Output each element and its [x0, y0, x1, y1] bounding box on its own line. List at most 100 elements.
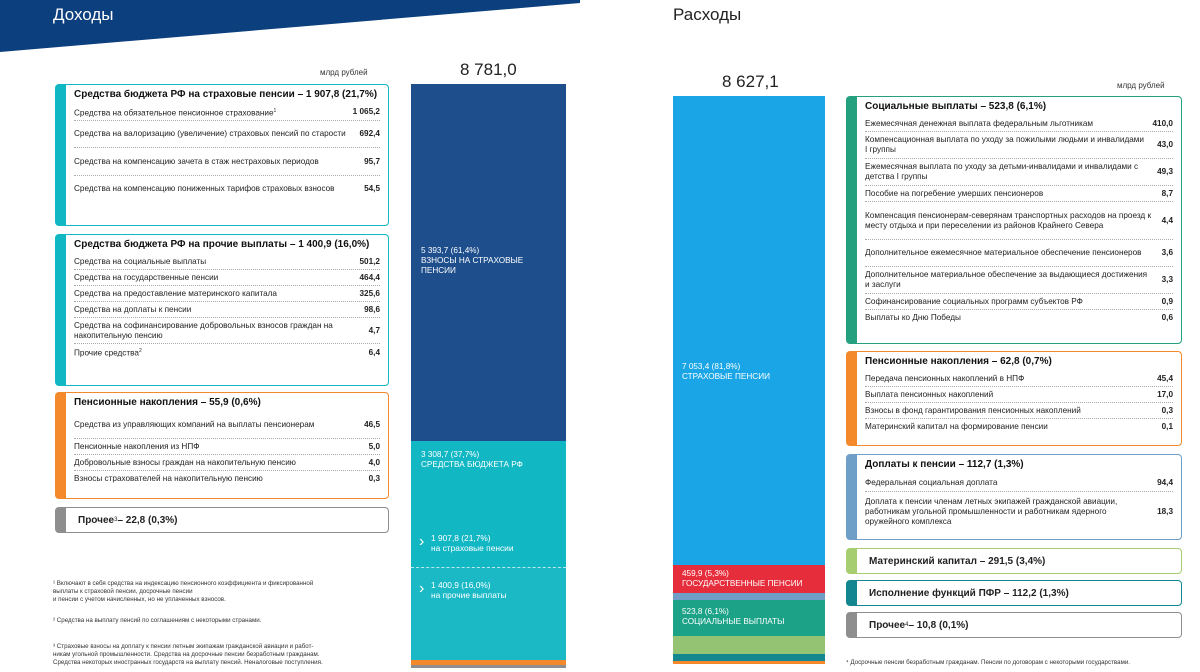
row-value: 8,7: [1161, 188, 1173, 198]
list-item: Федеральная социальная доплата 94,4: [865, 474, 1173, 492]
list-item: Материнский капитал на формирование пенс…: [865, 419, 1173, 435]
row-value: 4,7: [368, 325, 380, 335]
expenses-unit: млрд рублей: [1117, 81, 1165, 90]
segment-value: 523,8 (6,1%): [682, 607, 729, 616]
footnote-mark: 2: [138, 348, 142, 355]
row-value: 94,4: [1157, 477, 1173, 487]
row-label: Федеральная социальная доплата: [865, 477, 998, 487]
income-footnote-2: ² Средства на выплату пенсий по соглашен…: [53, 617, 261, 625]
segment-value: 459,9 (5,3%): [682, 569, 729, 578]
income-card-pension-savings: Пенсионные накопления – 55,9 (0,6%) Сред…: [55, 392, 389, 499]
row-value: 0,3: [1161, 405, 1173, 415]
expenses-maternity-pill: Материнский капитал – 291,5 (3,4%): [846, 548, 1182, 574]
footnote-line: Средства некоторых иностранных государст…: [53, 659, 323, 666]
card-title: Социальные выплаты – 523,8 (6,1%): [865, 101, 1047, 112]
row-label: Средства на компенсацию зачета в стаж не…: [74, 156, 319, 166]
chevron-right-icon: ›: [419, 533, 425, 550]
income-footnote-3: ³ Страховые взносы на доплату к пенсии л…: [53, 643, 323, 667]
expenses-card-supplements: Доплаты к пенсии – 112,7 (1,3%) Федераль…: [846, 454, 1182, 540]
row-value: 0,3: [368, 474, 380, 483]
income-bar-budget-other: [411, 567, 566, 660]
row-label: Выплата пенсионных накоплений: [865, 389, 994, 399]
expenses-bar-social-label: 523,8 (6,1%) СОЦИАЛЬНЫЕ ВЫПЛАТЫ: [682, 607, 784, 627]
row-label: Материнский капитал на формирование пенс…: [865, 422, 1048, 431]
expenses-heading: Расходы: [673, 5, 742, 24]
income-bar-other: [411, 665, 566, 668]
row-label: Средства на доплаты к пенсии: [74, 304, 192, 314]
expenses-bar-supplements: [673, 593, 825, 600]
row-value: 98,6: [364, 304, 380, 314]
footnote-line: ² Средства на выплату пенсий по соглашен…: [53, 617, 262, 624]
row-label: Прочие средства: [74, 348, 139, 358]
list-item: Прочие средства2 6,4: [74, 344, 380, 361]
footnote-line: выплаты к страховой пенсии, досрочные пе…: [53, 588, 193, 595]
list-item: Средства на обязательное пенсионное стра…: [74, 104, 380, 121]
row-value: 0,9: [1161, 296, 1173, 306]
footnote-line: и пенсии с учетом начисленных, но не упл…: [53, 596, 226, 603]
expenses-bar-maternity: [673, 636, 825, 654]
row-label: Выплаты ко Дню Победы: [865, 313, 961, 322]
footnote-mark: 1: [273, 107, 277, 114]
list-item: Пенсионные накопления из НПФ 5,0: [74, 439, 380, 455]
row-value: 17,0: [1157, 389, 1173, 399]
row-label: Средства на компенсацию пониженных тариф…: [74, 184, 335, 193]
income-unit: млрд рублей: [320, 68, 368, 77]
income-footnote-1: ¹ Включают в себя средства на индексацию…: [53, 580, 313, 604]
list-item: Передача пенсионных накоплений в НПФ 45,4: [865, 371, 1173, 387]
income-total: 8 781,0: [460, 60, 517, 79]
row-value: 46,5: [364, 420, 380, 429]
list-item: Пособие на погребение умерших пенсионеро…: [865, 186, 1173, 202]
row-label: Софинансирование социальных программ суб…: [865, 296, 1083, 306]
income-heading: Доходы: [53, 5, 114, 24]
segment-name: ВЗНОСЫ НА СТРАХОВЫЕ: [421, 256, 524, 265]
expenses-bar-insurance: [673, 96, 825, 565]
expenses-card-savings: Пенсионные накопления – 62,8 (0,7%) Пере…: [846, 351, 1182, 446]
expenses-bar-insurance-label: 7 053,4 (81,8%) СТРАХОВЫЕ ПЕНСИИ: [682, 362, 770, 382]
row-label: Средства на государственные пенсии: [74, 272, 219, 282]
row-label: Средства на социальные выплаты: [74, 256, 207, 266]
row-label: Средства на валоризацию (увеличение) стр…: [74, 129, 346, 138]
row-value: 49,3: [1157, 167, 1173, 176]
list-item: Добровольные взносы граждан на накопител…: [74, 455, 380, 471]
segment-value: 7 053,4 (81,8%): [682, 362, 741, 371]
pill-value: – 10,8 (0,1%): [908, 619, 969, 631]
income-bar-contributions-label: 5 393,7 (61,4%) ВЗНОСЫ НА СТРАХОВЫЕ ПЕНС…: [421, 246, 523, 276]
expenses-other-pill: Прочее 4 – 10,8 (0,1%): [846, 612, 1182, 638]
expenses-bar-state: [673, 565, 825, 593]
card-title: Пенсионные накопления – 55,9 (0,6%): [74, 397, 261, 408]
expenses-total: 8 627,1: [722, 72, 779, 91]
list-item: Взносы страхователей на накопительную пе…: [74, 471, 380, 487]
segment-value: 3 308,7 (37,7%): [421, 450, 480, 459]
row-label: Взносы страхователей на накопительную пе…: [74, 474, 263, 483]
expenses-functions-pill: Исполнение функций ПФР – 112,2 (1,3%): [846, 580, 1182, 606]
row-value: 3,3: [1161, 275, 1173, 284]
pill-label: Исполнение функций ПФР – 112,2 (1,3%): [869, 587, 1069, 599]
list-item: Дополнительное материальное обеспечение …: [865, 267, 1173, 294]
row-label: Передача пенсионных накоплений в НПФ: [865, 373, 1025, 383]
list-item: Ежемесячная выплата по уходу за детьми-и…: [865, 159, 1173, 186]
row-value: 95,7: [364, 156, 380, 166]
expenses-bar-functions: [673, 654, 825, 661]
row-label: Средства на предоставление материнского …: [74, 288, 277, 298]
row-value: 464,4: [359, 272, 381, 282]
row-value: 410,0: [1152, 118, 1174, 128]
row-label: Дополнительное материальное обеспечение …: [865, 270, 1148, 289]
row-value: 54,5: [364, 184, 380, 193]
footnote-line: никам угольной промышленности. Средства …: [53, 651, 320, 658]
row-label: Взносы в фонд гарантирования пенсионных …: [865, 405, 1081, 415]
segment-value: 1 907,8 (21,7%): [431, 533, 491, 543]
income-bar-budget: [411, 441, 566, 567]
segment-name: СТРАХОВЫЕ ПЕНСИИ: [682, 372, 770, 381]
segment-name: на страховые пенсии: [431, 543, 514, 553]
chevron-right-icon: ›: [419, 580, 425, 597]
income-bar-savings: [411, 660, 566, 665]
footnote-mark: 4: [905, 622, 909, 628]
list-item: Средства на доплаты к пенсии 98,6: [74, 302, 380, 318]
row-label: Дополнительное ежемесячное материальное …: [865, 248, 1142, 257]
list-item: Взносы в фонд гарантирования пенсионных …: [865, 403, 1173, 419]
footnote-line: ¹ Включают в себя средства на индексацию…: [53, 580, 314, 587]
row-value: 0,1: [1161, 422, 1173, 431]
footnote-mark: 3: [114, 517, 118, 523]
list-item: Компенсация пенсионерам-северянам трансп…: [865, 202, 1173, 240]
card-title: Средства бюджета РФ на прочие выплаты – …: [74, 239, 370, 250]
